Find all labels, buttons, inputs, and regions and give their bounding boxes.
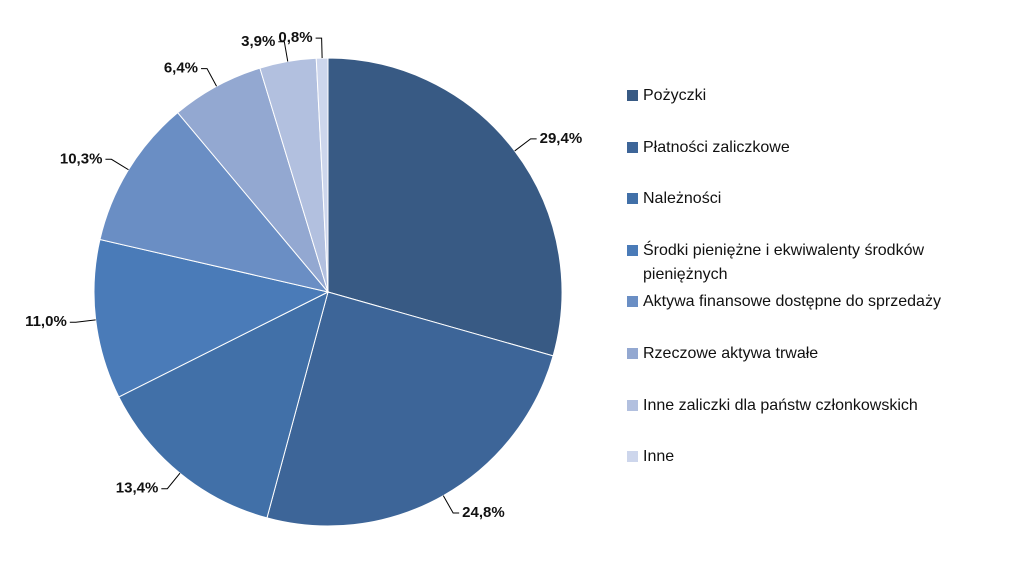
legend-item: Pożyczki — [627, 84, 997, 108]
legend-label: Należności — [643, 190, 722, 208]
data-label: 0,8% — [278, 29, 312, 46]
data-label: 29,4% — [540, 130, 583, 147]
legend-label: Inne zaliczki dla państw członkowskich — [643, 396, 918, 414]
data-label: 24,8% — [462, 504, 505, 521]
legend-swatch — [627, 141, 638, 153]
legend-swatch — [627, 244, 638, 256]
leader-line — [105, 158, 129, 171]
pie-area: 29,4% 24,8% 13,4% 11,0% 10,3% 6,4% 3,9% 0,8% — [25, 29, 583, 527]
legend-item: Płatności zaliczkowe — [627, 136, 997, 160]
leader-line — [315, 37, 323, 59]
legend-swatch — [627, 451, 638, 463]
leader-line — [69, 319, 96, 323]
data-label: 11,0% — [25, 313, 67, 330]
data-label: 6,4% — [164, 60, 198, 77]
legend-swatch — [627, 193, 638, 205]
data-label: 10,3% — [60, 150, 103, 167]
pie-slice — [315, 57, 329, 293]
leader-line — [514, 138, 537, 152]
legend-swatch — [627, 399, 638, 411]
legend-item: Inne zaliczki dla państw członkowskich — [627, 394, 997, 418]
leader-line — [161, 472, 181, 490]
legend-swatch — [627, 348, 638, 359]
data-label: 13,4% — [116, 480, 159, 497]
leader-line — [442, 495, 460, 514]
leader-line — [278, 41, 289, 62]
pie-slice — [266, 291, 554, 527]
legend-swatch — [627, 296, 638, 308]
leader-line — [201, 68, 217, 87]
legend-label: Rzeczowe aktywa trwałe — [643, 345, 819, 362]
legend-label: Aktywa finansowe dostępne do sprzedaży — [643, 293, 941, 311]
legend-label: Płatności zaliczkowe — [643, 138, 790, 156]
legend-item: Inne — [627, 445, 997, 469]
legend-label: Pożyczki — [643, 87, 707, 104]
legend-item: Aktywa finansowe dostępne do sprzedaży — [627, 290, 997, 314]
legend-item: Należności — [627, 187, 997, 211]
legend-swatch — [627, 90, 638, 101]
legend-label: Środki pieniężne i ekwiwalenty środków p… — [643, 241, 925, 283]
pie-slice — [99, 111, 330, 293]
legend-item: Środki pieniężne i ekwiwalenty środków p… — [627, 239, 997, 287]
legend-label: Inne — [643, 448, 675, 466]
legend-item: Rzeczowe aktywa trwałe — [627, 342, 997, 366]
data-label: 3,9% — [241, 33, 275, 50]
